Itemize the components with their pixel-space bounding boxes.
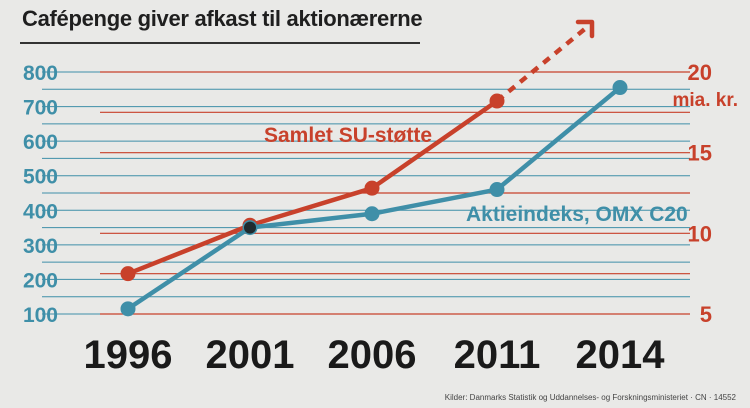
data-point [364,206,380,222]
title-underline [20,42,420,44]
axis-labels: 100 200 300 400 500 600 700 800 5 10 15 20 mia. kr. 1… [23,60,738,377]
x-tick-label: 2011 [454,333,541,377]
right-tick-label: 5 [700,302,712,327]
left-tick-label: 800 [23,62,58,85]
data-point [120,301,136,317]
series-label: Samlet SU-støtte [264,124,432,147]
projection-arrow [575,19,595,39]
overlap-point [244,221,256,234]
chart-title: Cafépenge giver afkast til aktionærerne [22,6,423,31]
data-point [120,266,136,282]
x-tick-label: 2001 [206,333,295,377]
left-tick-label: 100 [23,304,58,327]
data-point [364,180,380,196]
data-point [612,80,628,96]
left-tick-label: 400 [23,200,58,223]
series-label: Aktieindeks, OMX C20 [466,203,688,226]
series-line [125,85,623,312]
right-axis-unit: mia. kr. [673,90,739,111]
right-tick-label: 20 [688,60,712,85]
x-tick-label: 1996 [84,333,173,377]
data-point [489,182,505,198]
projection-line [495,26,588,103]
left-tick-label: 700 [23,97,58,120]
left-tick-label: 500 [23,166,58,189]
x-tick-label: 2006 [328,333,417,377]
x-tick-label: 2014 [576,333,666,377]
grid-lines [42,71,690,315]
series-labels: Samlet SU-støtte Aktieindeks, OMX C20 [264,124,688,226]
series-lines [120,19,628,317]
left-tick-label: 600 [23,131,58,154]
series-line [125,98,500,276]
source-note: Kilder: Danmarks Statistik og Uddannelse… [444,393,736,402]
left-tick-label: 300 [23,235,58,258]
left-tick-label: 200 [23,269,58,292]
data-point [489,93,505,109]
right-tick-label: 10 [688,221,712,246]
right-tick-label: 15 [688,141,712,166]
